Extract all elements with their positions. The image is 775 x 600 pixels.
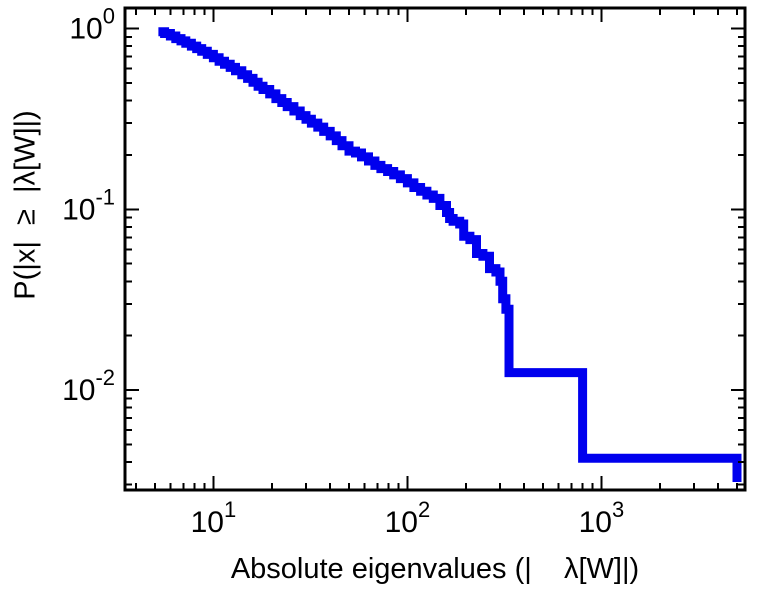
x-axis-label: Absolute eigenvalues (| λ[W]|) (230, 553, 640, 585)
y-tick-label: 100 (69, 4, 115, 46)
x-tick-label: 103 (579, 497, 625, 539)
plot-border (123, 6, 747, 492)
y-axis-label: P(|x| ≥ |λ[W]|) (9, 110, 42, 300)
y-tick-label: 10-2 (62, 365, 115, 407)
x-tick-label: 101 (191, 497, 237, 539)
ccdf-step-line (158, 27, 742, 482)
y-tick-label: 10-1 (62, 184, 115, 226)
x-tick-label: 102 (385, 497, 431, 539)
